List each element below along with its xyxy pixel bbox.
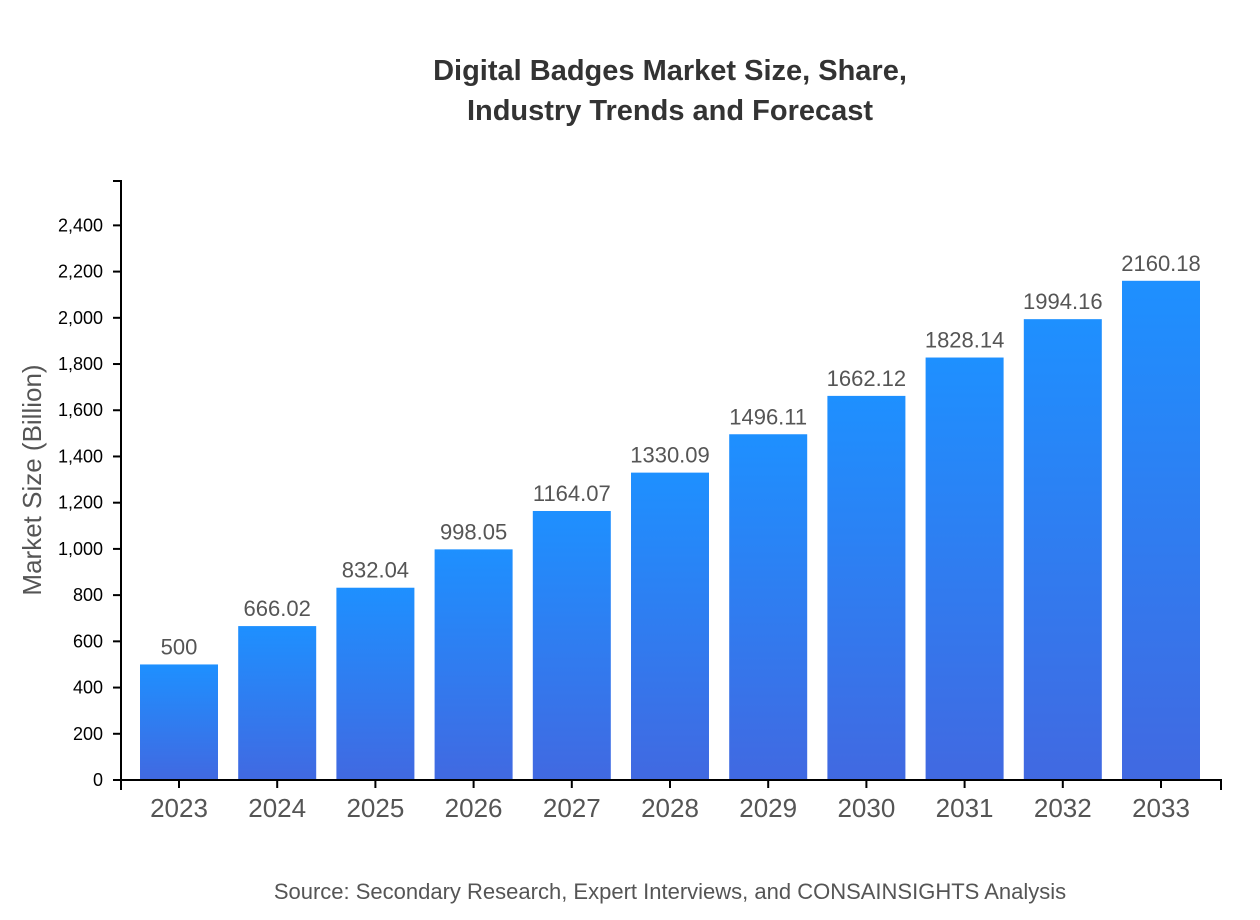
x-tick-label-2024: 2024 <box>248 793 306 823</box>
x-tick-label-2033: 2033 <box>1132 793 1190 823</box>
chart-title-line-1: Digital Badges Market Size, Share, <box>433 55 907 87</box>
y-tick-label: 2,400 <box>58 215 103 235</box>
bar-2030 <box>827 395 906 780</box>
x-tick-label-2030: 2030 <box>837 793 895 823</box>
bar-2023 <box>140 664 218 780</box>
x-tick-label-2031: 2031 <box>936 793 994 823</box>
data-label-2031: 1828.14 <box>925 328 1005 353</box>
data-label-2026: 998.05 <box>440 519 507 544</box>
x-tick-label-2023: 2023 <box>150 793 208 823</box>
chart-title-line-2: Industry Trends and Forecast <box>467 95 873 127</box>
bar-2029 <box>729 434 808 780</box>
x-axis-line <box>120 779 1222 790</box>
bar-2033 <box>1122 280 1200 780</box>
bar-2028 <box>631 472 709 780</box>
y-tick-label: 1,200 <box>58 493 103 513</box>
data-label-2027: 1164.07 <box>533 481 611 506</box>
source-note: Source: Secondary Research, Expert Inter… <box>274 879 1066 904</box>
data-label-2023: 500 <box>161 634 198 659</box>
bar-2032 <box>1023 319 1102 780</box>
data-label-2030: 1662.12 <box>827 366 907 391</box>
y-tick-label: 0 <box>93 770 103 790</box>
y-tick-label: 1,800 <box>58 354 103 374</box>
bar-2026 <box>434 549 513 780</box>
data-label-2032: 1994.16 <box>1023 289 1103 314</box>
y-tick-label: 200 <box>73 724 103 744</box>
y-tick-label: 800 <box>73 585 103 605</box>
x-tick-label-2032: 2032 <box>1034 793 1092 823</box>
data-label-2033: 2160.18 <box>1121 251 1201 276</box>
y-axis-line <box>113 180 122 780</box>
x-tick-label-2028: 2028 <box>641 793 699 823</box>
data-label-2028: 1330.09 <box>630 443 710 468</box>
data-label-2025: 832.04 <box>342 558 409 583</box>
x-tick-label-2029: 2029 <box>739 793 797 823</box>
bar-2031 <box>925 357 1004 780</box>
y-tick-label: 400 <box>73 678 103 698</box>
x-tick-label-2027: 2027 <box>543 793 601 823</box>
y-tick-label: 600 <box>73 631 103 651</box>
data-label-2029: 1496.11 <box>729 404 807 429</box>
bar-2024 <box>238 626 317 780</box>
y-tick-label: 1,000 <box>58 539 103 559</box>
y-tick-label: 1,600 <box>58 400 103 420</box>
y-tick-label: 1,400 <box>58 446 103 466</box>
data-label-2024: 666.02 <box>244 596 311 621</box>
x-tick-label-2026: 2026 <box>445 793 503 823</box>
y-tick-label: 2,200 <box>58 262 103 282</box>
y-tick-label: 2,000 <box>58 308 103 328</box>
y-axis-label: Market Size (Billion) <box>17 364 47 595</box>
x-tick-label-2025: 2025 <box>346 793 404 823</box>
bar-2027 <box>532 510 611 780</box>
bar-2025 <box>336 587 415 780</box>
